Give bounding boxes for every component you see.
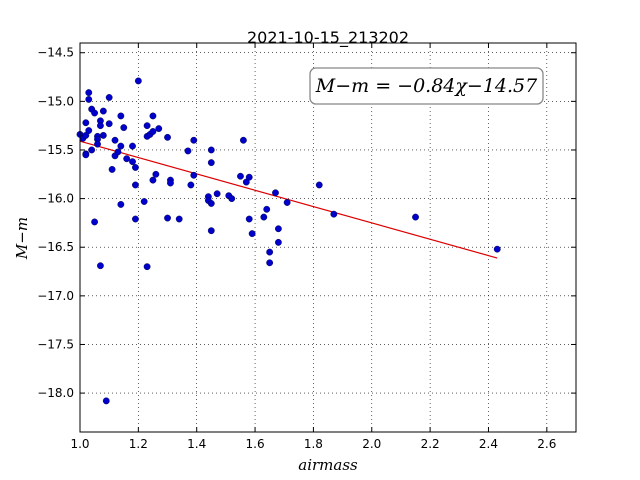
y-tick-label: −14.5 [37, 46, 74, 60]
data-point [213, 190, 221, 198]
data-point [187, 181, 195, 189]
y-tick-label: −16.0 [37, 192, 74, 206]
data-point [117, 142, 125, 150]
data-point [207, 159, 215, 167]
data-point [167, 179, 174, 187]
x-tick-label: 2.2 [421, 437, 440, 451]
y-tick-label: −17.5 [37, 337, 74, 351]
data-point [283, 199, 291, 206]
data-point [228, 195, 236, 203]
data-point [245, 215, 253, 223]
y-tick-label: −15.5 [37, 143, 74, 157]
data-point [108, 166, 116, 173]
data-point [260, 213, 268, 221]
data-point [129, 158, 136, 166]
data-point [88, 146, 96, 154]
data-point [132, 215, 139, 223]
y-tick-label: −18.0 [37, 386, 74, 400]
data-point [190, 136, 198, 144]
data-point [129, 142, 136, 150]
x-tick-label: 2.0 [362, 437, 381, 451]
data-point [85, 96, 93, 103]
y-tick-label: −17.0 [37, 289, 74, 303]
data-point [266, 259, 274, 267]
plot-frame [79, 42, 577, 433]
data-point [412, 213, 419, 221]
grid [79, 43, 576, 432]
data-point [149, 112, 157, 120]
data-point [94, 140, 101, 148]
data-point [105, 120, 113, 128]
fit-equation: M−m = −0.84χ−14.57 [315, 75, 538, 97]
data-point [266, 248, 274, 256]
data-point [97, 122, 104, 130]
data-point [117, 112, 125, 120]
x-tick-label: 1.6 [246, 437, 265, 451]
data-point [120, 124, 128, 132]
data-point [315, 181, 323, 189]
data-point [114, 148, 122, 156]
annotation-box: M−m = −0.84χ−14.57 [309, 67, 544, 105]
data-point [102, 397, 110, 405]
data-point [272, 189, 279, 197]
x-tick-label: 1.8 [304, 437, 323, 451]
data-point [111, 136, 119, 144]
x-axis-label: airmass [298, 456, 358, 474]
data-point [237, 172, 244, 180]
data-point [274, 238, 282, 246]
y-tick-label: −15.0 [37, 94, 74, 108]
data-point [207, 146, 215, 154]
data-point [207, 200, 215, 207]
data-point [493, 245, 501, 253]
data-point [274, 225, 282, 233]
data-point [91, 109, 98, 117]
x-tick-label: 2.4 [479, 437, 498, 451]
x-tick-label: 1.0 [70, 437, 89, 451]
data-point [149, 128, 157, 135]
chart-title: 2021-10-15_213202 [247, 28, 409, 48]
data-point [239, 136, 247, 144]
data-point [155, 125, 163, 132]
data-point [263, 205, 271, 213]
data-point [132, 164, 139, 171]
data-point [164, 214, 171, 222]
data-point [105, 94, 113, 101]
data-point [85, 127, 93, 134]
data-point [91, 218, 98, 226]
x-tick-label: 2.6 [537, 437, 556, 451]
data-point [175, 215, 183, 223]
axis-ticks: 1.0 1.2 1.4 1.6 1.8 2.0 2.2 2.4 2.6 −14.5 −15.0 −15… [37, 43, 576, 451]
data-point [184, 147, 192, 155]
data-point [207, 227, 215, 235]
x-tick-label: 1.4 [187, 437, 206, 451]
data-point [140, 198, 148, 205]
x-tick-label: 1.2 [129, 437, 148, 451]
y-tick-label: −16.5 [37, 240, 74, 254]
data-point [143, 122, 151, 130]
data-point [97, 262, 104, 270]
data-point [164, 133, 171, 141]
data-point [143, 263, 151, 271]
data-point [152, 170, 160, 178]
data-point [134, 77, 142, 85]
y-axis-label: M−m [13, 217, 31, 260]
data-point [149, 176, 157, 184]
data-point [99, 107, 107, 115]
data-point [82, 119, 90, 127]
data-point [248, 230, 256, 238]
data-point [123, 155, 131, 163]
data-point [190, 171, 198, 179]
data-point [117, 201, 125, 208]
data-point [99, 131, 107, 139]
data-point [245, 173, 253, 181]
data-point [82, 151, 90, 159]
data-point [85, 89, 93, 96]
data-points [76, 77, 501, 405]
data-point [330, 210, 338, 218]
data-point [132, 181, 139, 189]
